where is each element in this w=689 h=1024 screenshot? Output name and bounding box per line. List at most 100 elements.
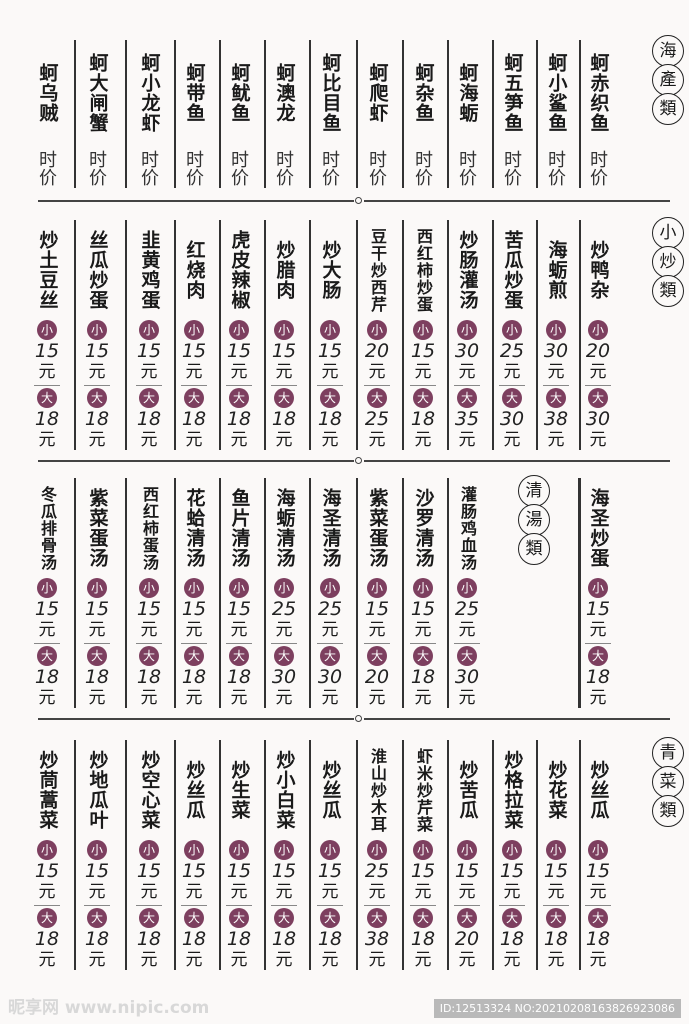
- menu-item[interactable]: 炒丝瓜小 15 元大 18 元: [310, 740, 350, 970]
- currency-unit: 元: [140, 950, 158, 970]
- menu-item[interactable]: 韭黄鸡蛋小 15 元大 18 元: [129, 220, 169, 450]
- price-separator: [410, 385, 436, 386]
- menu-item[interactable]: 海圣炒蛋小 15 元大 18 元: [578, 478, 618, 708]
- small-size-badge: 小: [588, 840, 608, 860]
- price-separator: [34, 643, 60, 644]
- menu-item[interactable]: 豆干炒西芹小 20 元大 25 元: [357, 220, 397, 450]
- price-separator: [364, 643, 390, 644]
- small-size-badge: 小: [367, 578, 387, 598]
- menu-item[interactable]: 鱼片清汤小 15 元大 18 元: [219, 478, 259, 708]
- large-price: 18: [499, 928, 525, 950]
- large-size-badge: 大: [139, 388, 159, 408]
- menu-item[interactable]: 海圣清汤小 25 元大 30 元: [310, 478, 350, 708]
- item-name: 蚵乌贼: [36, 63, 59, 123]
- item-name: 炒苦瓜: [456, 760, 479, 820]
- category-char: 菜: [652, 766, 684, 798]
- column-divider: [264, 220, 266, 450]
- item-name: 苦瓜炒蛋: [501, 230, 524, 310]
- small-price: 15: [271, 860, 297, 882]
- currency-unit: 元: [38, 882, 56, 902]
- column-divider: [402, 220, 404, 450]
- currency-unit: 元: [503, 950, 521, 970]
- price-block: 小 15 元大 18 元: [129, 320, 169, 451]
- menu-item[interactable]: 沙罗清汤小 15 元大 18 元: [403, 478, 443, 708]
- menu-item[interactable]: 蚵澳龙 时价: [264, 38, 304, 190]
- menu-item[interactable]: 炒空心菜小 15 元大 18 元: [129, 740, 169, 970]
- large-size-badge: 大: [320, 646, 340, 666]
- menu-item[interactable]: 蚵五笋鱼 时价: [492, 38, 532, 190]
- menu-section: 青菜類炒丝瓜小 15 元大 18 元炒花菜小 15 元大 18 元炒格拉菜小 15 元大 18 元炒苦瓜…: [0, 737, 689, 970]
- small-size-badge: 小: [37, 840, 57, 860]
- currency-unit: 元: [503, 882, 521, 902]
- menu-item[interactable]: 红烧肉小 15 元大 18 元: [174, 220, 214, 450]
- large-size-badge: 大: [413, 646, 433, 666]
- menu-item[interactable]: 苦瓜炒蛋小 25 元大 30 元: [492, 220, 532, 450]
- menu-item[interactable]: 蚵海蛎 时价: [447, 38, 487, 190]
- item-name: 蚵五笋鱼: [501, 53, 524, 133]
- menu-item[interactable]: 炒花菜小 15 元大 18 元: [536, 740, 576, 970]
- column-divider: [219, 220, 221, 450]
- small-price: 15: [364, 598, 390, 620]
- menu-item[interactable]: 炒大肠小 15 元大 18 元: [310, 220, 350, 450]
- menu-item[interactable]: 淮山炒木耳小 25 元大 38 元: [357, 740, 397, 970]
- menu-item[interactable]: 蚵乌贼 时价: [27, 38, 67, 190]
- menu-item[interactable]: 炒丝瓜小 15 元大 18 元: [174, 740, 214, 970]
- large-price: 18: [410, 666, 436, 688]
- menu-item[interactable]: 炒地瓜叶小 15 元大 18 元: [77, 740, 117, 970]
- price-block: 小 15 元大 18 元: [403, 578, 443, 709]
- item-name: 炒大肠: [319, 240, 342, 300]
- menu-item[interactable]: 蚵赤织鱼 时价: [578, 38, 618, 190]
- currency-unit: 元: [275, 430, 293, 450]
- menu-item[interactable]: 蚵爬虾 时价: [357, 38, 397, 190]
- menu-item[interactable]: 紫菜蛋汤小 15 元大 18 元: [77, 478, 117, 708]
- menu-item[interactable]: 炒腊肉小 15 元大 18 元: [264, 220, 304, 450]
- price-separator: [410, 905, 436, 906]
- menu-section: 小炒類炒鸭杂小 20 元大 30 元海蛎煎小 30 元大 38 元苦瓜炒蛋小 25 元大 30 元炒肠灌…: [0, 217, 689, 450]
- large-price: 18: [226, 928, 252, 950]
- price-block: 小 15 元大 18 元: [403, 320, 443, 451]
- item-name: 蚵海蛎: [456, 63, 479, 123]
- menu-item[interactable]: 西红柿蛋汤小 15 元大 18 元: [129, 478, 169, 708]
- menu-item[interactable]: 西红柿炒蛋小 15 元大 18 元: [403, 220, 443, 450]
- menu-item[interactable]: 紫菜蛋汤小 15 元大 20 元: [357, 478, 397, 708]
- price-block: 小 15 元大 18 元: [578, 840, 618, 971]
- small-price: 15: [410, 860, 436, 882]
- menu-item[interactable]: 炒丝瓜小 15 元大 18 元: [578, 740, 618, 970]
- column-divider: [536, 220, 538, 450]
- large-price: 18: [34, 408, 60, 430]
- item-name: 海圣炒蛋: [587, 488, 610, 568]
- menu-item[interactable]: 海蛎煎小 30 元大 38 元: [536, 220, 576, 450]
- menu-item[interactable]: 炒鸭杂小 20 元大 30 元: [578, 220, 618, 450]
- small-price: 15: [136, 340, 162, 362]
- column-divider: [74, 40, 76, 188]
- menu-item[interactable]: 蚵带鱼 时价: [174, 38, 214, 190]
- menu-item[interactable]: 海蛎清汤小 25 元大 30 元: [264, 478, 304, 708]
- column-divider: [74, 478, 76, 708]
- menu-item[interactable]: 炒茼蒿菜小 15 元大 18 元: [27, 740, 67, 970]
- menu-item[interactable]: 蚵比目鱼 时价: [310, 38, 350, 190]
- menu-item[interactable]: 炒小白菜小 15 元大 18 元: [264, 740, 304, 970]
- menu-item[interactable]: 炒土豆丝小 15 元大 18 元: [27, 220, 67, 450]
- menu-item[interactable]: 虾米炒芹菜小 15 元大 18 元: [403, 740, 443, 970]
- price-separator: [226, 385, 252, 386]
- menu-item[interactable]: 炒苦瓜小 15 元大 20 元: [447, 740, 487, 970]
- item-price: 时价: [587, 150, 608, 186]
- menu-item[interactable]: 蚵小鲨鱼 时价: [536, 38, 576, 190]
- menu-item[interactable]: 丝瓜炒蛋小 15 元大 18 元: [77, 220, 117, 450]
- menu-item[interactable]: 蚵小龙虾 时价: [129, 38, 169, 190]
- menu-item[interactable]: 炒生菜小 15 元大 18 元: [219, 740, 259, 970]
- menu-item[interactable]: 花蛤清汤小 15 元大 18 元: [174, 478, 214, 708]
- menu-item[interactable]: 蚵杂鱼 时价: [403, 38, 443, 190]
- menu-item[interactable]: 炒肠灌汤小 30 元大 35 元: [447, 220, 487, 450]
- menu-item[interactable]: 虎皮辣椒小 15 元大 18 元: [219, 220, 259, 450]
- menu-item[interactable]: 蚵大闸蟹 时价: [77, 38, 117, 190]
- item-price: 时价: [545, 150, 566, 186]
- menu-item[interactable]: 灌肠鸡血汤小 25 元大 30 元: [447, 478, 487, 708]
- item-price: 时价: [36, 150, 57, 186]
- price-separator: [84, 385, 110, 386]
- item-name: 紫菜蛋汤: [366, 488, 389, 568]
- menu-item[interactable]: 蚵鱿鱼 时价: [219, 38, 259, 190]
- menu-item[interactable]: 冬瓜排骨汤小 15 元大 18 元: [27, 478, 67, 708]
- large-size-badge: 大: [502, 908, 522, 928]
- menu-item[interactable]: 炒格拉菜小 15 元大 18 元: [492, 740, 532, 970]
